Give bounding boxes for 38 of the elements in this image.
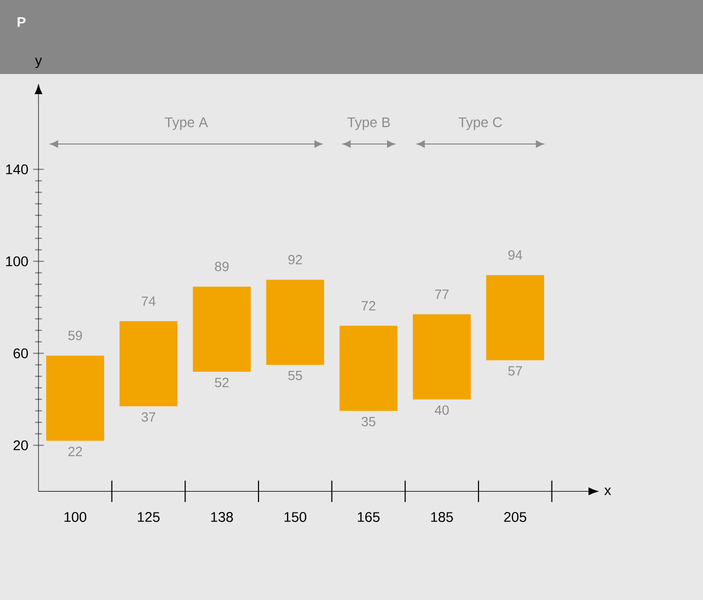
bar	[340, 326, 398, 411]
y-tick-label: 100	[6, 256, 28, 266]
annotation: Type B	[347, 117, 390, 130]
annotation: 52	[214, 378, 229, 388]
x-axis-title: x	[604, 488, 612, 496]
y-tick-label: 60	[14, 348, 28, 358]
annotation: Type A	[164, 117, 208, 130]
x-tick-label: 150	[284, 512, 306, 522]
bar	[120, 321, 178, 406]
x-tick-label: 185	[431, 512, 453, 522]
annotation: Type C	[458, 117, 502, 130]
annotation: 37	[142, 412, 156, 422]
data-label: 72	[362, 301, 376, 310]
annotation: 55	[288, 370, 302, 380]
bar	[192, 286, 251, 372]
y-axis-title: y	[35, 58, 42, 68]
x-tick-label: 205	[504, 512, 526, 522]
annotation: 22	[68, 446, 82, 456]
x-tick-label: 165	[358, 512, 380, 522]
bar	[46, 356, 104, 441]
bar	[412, 314, 471, 400]
x-tick-label: 138	[211, 512, 233, 522]
annotation: 35	[362, 416, 376, 426]
y-tick-label: 140	[6, 164, 28, 174]
data-label: 59	[68, 330, 82, 340]
data-label: 92	[288, 254, 302, 264]
annotation: 40	[434, 405, 449, 415]
data-label: 74	[142, 296, 156, 306]
chart-title: P	[18, 17, 26, 27]
data-label: 77	[435, 290, 449, 299]
x-tick-label: 100	[64, 512, 86, 522]
data-label: 94	[508, 250, 522, 260]
x-tick-label: 125	[138, 512, 160, 522]
y-tick-label: 20	[14, 440, 28, 450]
data-label: 89	[215, 262, 229, 272]
annotation: 57	[508, 366, 522, 376]
bar	[266, 280, 324, 365]
bar	[486, 275, 544, 360]
